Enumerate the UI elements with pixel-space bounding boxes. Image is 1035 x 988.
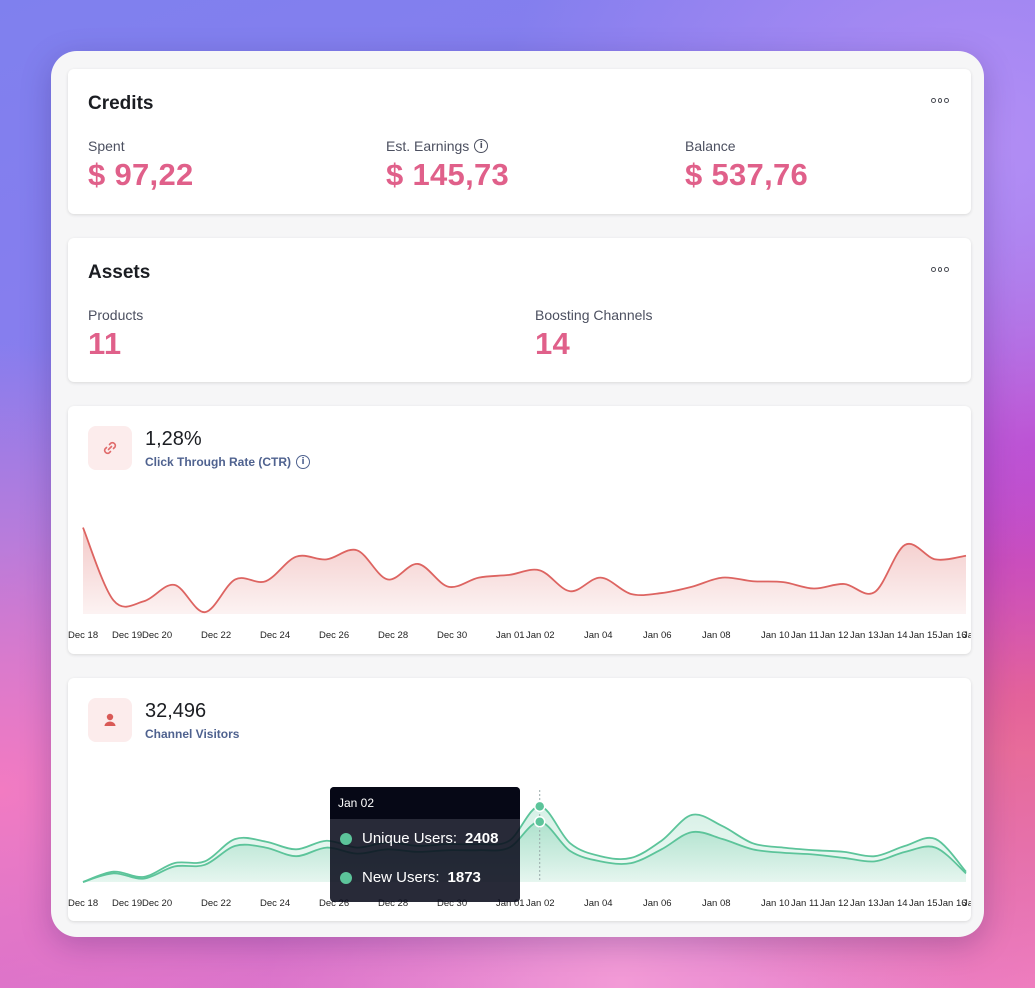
spent-label: Spent [88,138,125,154]
x-tick-label: Jan [963,898,971,909]
x-tick-label: Jan 10 [761,898,790,909]
credits-title: Credits [88,93,154,114]
series-line-unique-users [82,805,967,883]
products-label: Products [88,307,144,323]
x-tick-label: Jan 04 [584,898,613,909]
products-stat: Products 11 [88,307,143,362]
spent-stat: Spent $ 97,22 [88,138,194,193]
assets-card: Assets Products 11 Boosting Channels 14 [68,238,971,382]
x-tick-label: Jan 04 [584,630,613,641]
x-tick-label: Jan 12 [820,630,849,641]
channels-value: 14 [535,326,571,361]
x-tick-label: Jan 14 [879,898,908,909]
tooltip-new-label: New Users: [362,869,440,886]
x-tick-label: Jan 12 [820,898,849,909]
x-tick-label: Jan 02 [526,630,555,641]
series-line-new-users [82,820,967,883]
x-tick-label: Dec 20 [142,898,172,909]
x-tick-label: Dec 30 [437,898,467,909]
x-tick-label: Dec 18 [68,898,98,909]
series-line-series [82,527,967,614]
x-tick-label: Jan 06 [643,630,672,641]
channels-stat: Boosting Channels 14 [535,307,653,362]
products-value: 11 [88,326,122,361]
x-tick-label: Jan 11 [791,630,819,641]
x-tick-label: Jan 02 [526,898,555,909]
tooltip-date: Jan 02 [330,787,520,819]
x-tick-label: Dec 20 [142,630,172,641]
balance-stat: Balance $ 537,76 [685,138,808,193]
x-tick-label: Dec 22 [201,898,231,909]
user-icon [88,698,132,742]
link-icon [88,426,132,470]
x-tick-label: Dec 30 [437,630,467,641]
x-tick-label: Jan 13 [850,630,879,641]
earnings-label-row: Est. Earnings i [386,138,509,154]
x-tick-label: Dec 22 [201,630,231,641]
earnings-label: Est. Earnings [386,138,470,154]
credits-card: Credits Spent $ 97,22 Est. Earnings i $ … [68,69,971,214]
x-tick-label: Dec 24 [260,630,290,641]
ctr-card: 1,28% Click Through Rate (CTR) i Dec 18 D… [68,406,971,654]
ctr-label-row: Click Through Rate (CTR) i [145,455,310,469]
balance-label: Balance [685,138,736,154]
x-tick-label: Jan 06 [643,898,672,909]
x-tick-label: Dec 24 [260,898,290,909]
x-tick-label: Jan 08 [702,630,731,641]
earnings-stat: Est. Earnings i $ 145,73 [386,138,509,193]
visitors-label: Channel Visitors [145,727,240,741]
x-tick-label: Jan 11 [791,898,819,909]
dashboard-panel: Credits Spent $ 97,22 Est. Earnings i $ … [51,51,984,937]
x-tick-label: Jan 13 [850,898,879,909]
channels-label: Boosting Channels [535,307,653,323]
x-tick-label: Jan 14 [879,630,908,641]
more-options-icon[interactable] [931,265,950,273]
visitors-chart[interactable]: Dec 18 Dec 19 Dec 20 Dec 22 Dec 24 Dec 26 Dec … [68,678,971,921]
x-tick-label: Jan 16 [938,630,967,641]
unique-users-dot-icon [340,832,352,845]
x-tick-label: Dec 28 [378,630,408,641]
tooltip-unique-value: 2408 [465,830,499,847]
info-icon[interactable]: i [474,139,489,153]
x-tick-label: Jan 15 [909,898,938,909]
x-tick-label: Dec 19 [112,898,142,909]
ctr-value: 1,28% [145,428,202,450]
x-tick-label: Jan 16 [938,898,967,909]
ctr-label: Click Through Rate (CTR) [145,455,291,469]
chart-tooltip: Jan 02 Unique Users: 2408 New Users: 187… [330,787,520,902]
info-icon[interactable]: i [296,455,310,469]
highlight-point [533,816,546,828]
ctr-chart[interactable]: Dec 18 Dec 19 Dec 20 Dec 22 Dec 24 Dec 26 Dec … [68,406,971,654]
tooltip-new-value: 1873 [447,869,481,886]
x-tick-label: Dec 26 [319,630,349,641]
x-tick-label: Jan 15 [909,630,938,641]
highlight-point [533,800,546,813]
assets-title: Assets [88,262,151,283]
x-tick-label: Jan 01 [496,630,525,641]
area-fill-new-users [83,821,966,882]
x-tick-label: Jan 10 [761,630,790,641]
more-options-icon[interactable] [931,96,950,104]
x-tick-label: Jan [963,630,971,641]
x-tick-label: Jan 08 [702,898,731,909]
tooltip-unique-row: Unique Users: 2408 [330,819,520,858]
new-users-dot-icon [340,871,352,884]
visitors-value: 32,496 [145,700,207,722]
tooltip-new-row: New Users: 1873 [330,858,520,897]
x-tick-label: Dec 18 [68,630,98,641]
tooltip-unique-label: Unique Users: [362,830,458,847]
area-fill-series [83,527,966,614]
x-tick-label: Dec 26 [319,898,349,909]
balance-value: $ 537,76 [685,157,809,192]
x-tick-label: Dec 28 [378,898,408,909]
x-tick-label: Jan 01 [496,898,525,909]
x-tick-label: Dec 19 [112,630,142,641]
spent-value: $ 97,22 [88,157,194,192]
earnings-value: $ 145,73 [386,157,510,192]
